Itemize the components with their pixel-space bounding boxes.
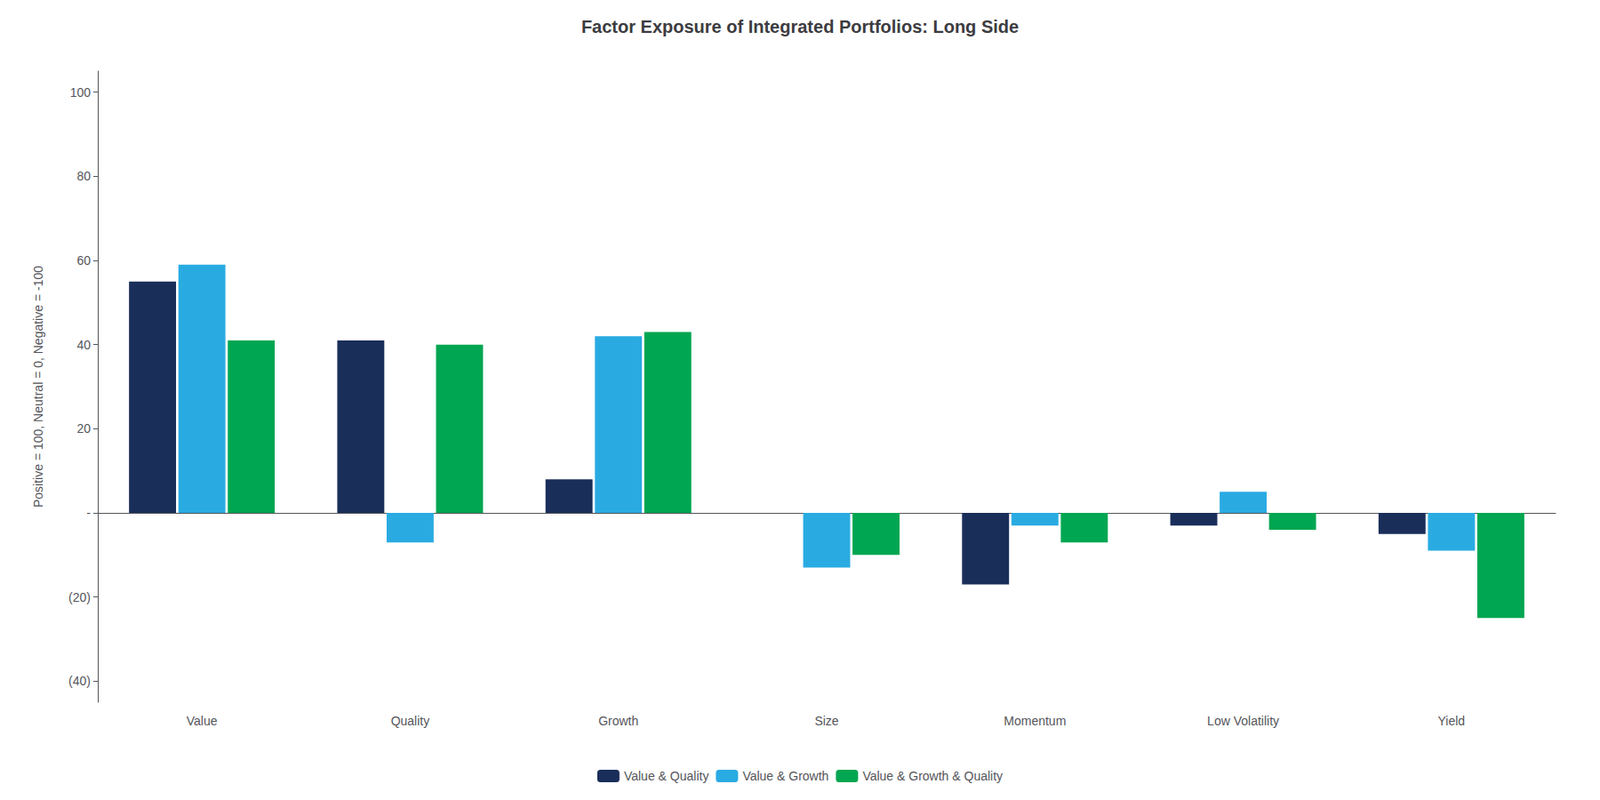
svg-text:Factor Exposure of Integrated: Factor Exposure of Integrated Portfolios…: [581, 16, 1019, 37]
svg-text:Size: Size: [814, 713, 839, 728]
svg-text:40: 40: [76, 337, 91, 352]
svg-text:Yield: Yield: [1438, 713, 1466, 728]
svg-text:(40): (40): [68, 673, 91, 688]
svg-text:Growth: Growth: [598, 713, 639, 728]
svg-text:Quality: Quality: [391, 713, 431, 728]
svg-text:60: 60: [76, 253, 91, 268]
svg-text:-: -: [86, 505, 91, 520]
svg-text:Momentum: Momentum: [1003, 713, 1066, 728]
svg-text:20: 20: [76, 421, 91, 436]
svg-text:Low Volatility: Low Volatility: [1207, 713, 1280, 728]
svg-text:(20): (20): [68, 590, 91, 605]
svg-text:Value & Growth & Quality: Value & Growth & Quality: [862, 768, 1003, 784]
svg-text:Value & Quality: Value & Quality: [624, 768, 709, 784]
svg-text:Value & Growth: Value & Growth: [742, 768, 829, 784]
svg-text:100: 100: [70, 85, 92, 100]
svg-text:80: 80: [76, 168, 91, 184]
svg-text:Value: Value: [186, 713, 218, 728]
svg-text:Positive = 100, Neutral = 0, N: Positive = 100, Neutral = 0, Negative = …: [31, 265, 46, 508]
